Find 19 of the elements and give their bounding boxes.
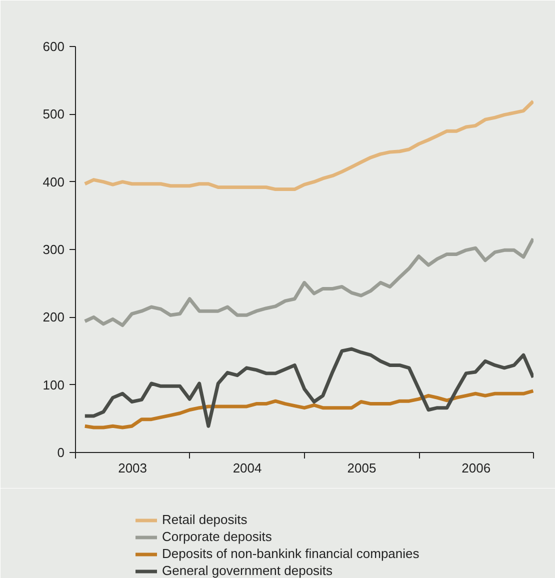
- y-tick-label: 600: [42, 39, 65, 54]
- y-tick-label: 100: [42, 377, 65, 392]
- legend-label: General government deposits: [162, 563, 333, 578]
- legend-label: Deposits of non-bankink financial companies: [162, 546, 420, 561]
- x-tick-label: 2005: [347, 460, 376, 476]
- y-tick-label: 300: [42, 242, 65, 257]
- line-series: [83, 236, 534, 328]
- legend-label: Corporate deposits: [162, 529, 272, 544]
- line-series: [83, 347, 534, 428]
- y-tick-label: 500: [42, 106, 65, 122]
- x-tick-label: 2003: [118, 460, 148, 476]
- y-tick-label: 200: [42, 310, 65, 325]
- line-series: [83, 389, 534, 430]
- y-tick-label: 400: [42, 174, 65, 190]
- legend-label: Retail deposits: [162, 512, 248, 527]
- y-tick-label: 0: [57, 445, 65, 460]
- line-series: [83, 100, 534, 192]
- x-tick-label: 2006: [462, 460, 491, 476]
- x-tick-label: 2004: [232, 460, 262, 476]
